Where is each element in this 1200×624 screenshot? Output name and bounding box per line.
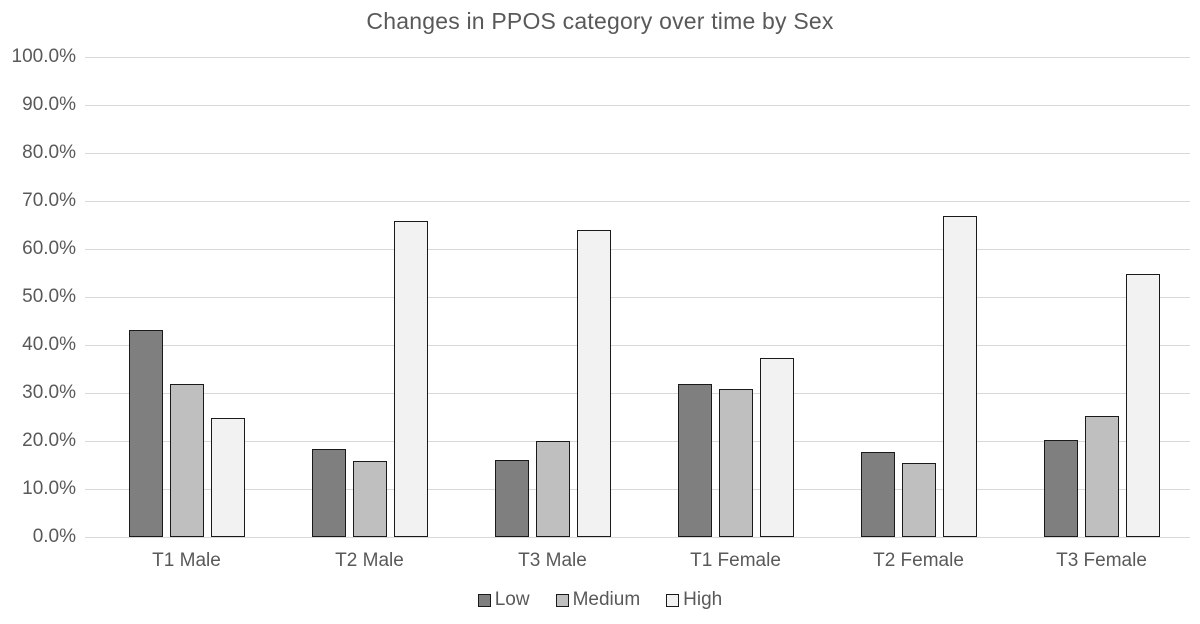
legend-label: Low [494, 589, 530, 610]
legend-item-low: Low [477, 589, 530, 611]
bar-high-t2-male [393, 221, 428, 537]
bar-high-t3-female [1125, 274, 1160, 537]
x-axis-category-label: T1 Female [690, 550, 781, 571]
bar-low-t2-female [860, 452, 895, 537]
bar-medium-t2-male [352, 461, 387, 537]
bar-medium-t1-female [718, 388, 753, 537]
y-axis-tick-label: 0.0% [32, 526, 76, 547]
bar-group-t1-female [644, 57, 827, 537]
bar-medium-t3-female [1084, 415, 1119, 537]
y-axis-tick-label: 30.0% [22, 382, 76, 403]
chart-title: Changes in PPOS category over time by Se… [366, 8, 834, 34]
y-axis-tick-label: 10.0% [22, 478, 76, 499]
plot-area [95, 57, 1193, 537]
bar-medium-t3-male [535, 441, 570, 537]
legend-label: Medium [572, 589, 641, 610]
y-axis-tick-label: 100.0% [11, 46, 76, 67]
gridline [85, 393, 1190, 394]
gridline [85, 153, 1190, 154]
gridline [85, 297, 1190, 298]
legend-item-high: High [666, 589, 722, 611]
y-axis-tick-label: 80.0% [22, 142, 76, 163]
gridline [85, 105, 1190, 106]
bar-group-t1-male [95, 57, 278, 537]
bar-high-t3-male [576, 229, 611, 537]
gridline [85, 489, 1190, 490]
x-axis-category-label: T3 Female [1056, 550, 1147, 571]
bar-medium-t1-male [169, 383, 204, 537]
bar-low-t3-female [1043, 440, 1078, 537]
y-axis-tick-label: 40.0% [22, 334, 76, 355]
bar-low-t3-male [494, 459, 529, 537]
legend-swatch-high-icon [666, 593, 680, 607]
x-axis: T1 Male T2 Male T3 Male T1 Female T2 Female T… [95, 550, 1193, 572]
y-axis-tick-label: 50.0% [22, 286, 76, 307]
y-axis-tick-label: 90.0% [22, 94, 76, 115]
x-axis-category-label: T2 Female [873, 550, 964, 571]
y-axis-tick-label: 20.0% [22, 430, 76, 451]
legend-swatch-medium-icon [555, 593, 569, 607]
y-axis-tick-label: 70.0% [22, 190, 76, 211]
x-axis-category-label: T1 Male [152, 550, 221, 571]
gridline [85, 345, 1190, 346]
bar-high-t1-female [759, 357, 794, 537]
gridline [85, 201, 1190, 202]
bar-group-t2-male [278, 57, 461, 537]
y-axis-tick-label: 60.0% [22, 238, 76, 259]
bar-low-t2-male [311, 448, 346, 537]
x-axis-category-label: T2 Male [335, 550, 404, 571]
legend: Low Medium High [0, 589, 1200, 611]
gridline [85, 57, 1190, 58]
bar-group-t2-female [827, 57, 1010, 537]
gridline [85, 249, 1190, 250]
bar-low-t1-female [677, 384, 712, 537]
gridline [85, 441, 1190, 442]
bar-high-t1-male [210, 418, 245, 537]
bar-group-t3-female [1010, 57, 1193, 537]
bar-medium-t2-female [901, 462, 936, 537]
legend-label: High [683, 589, 723, 610]
legend-swatch-low-icon [477, 593, 491, 607]
legend-item-medium: Medium [555, 589, 641, 611]
x-axis-category-label: T3 Male [518, 550, 587, 571]
bar-high-t2-female [942, 215, 977, 537]
gridline [85, 537, 1190, 538]
bar-group-t3-male [461, 57, 644, 537]
bar-low-t1-male [128, 329, 163, 537]
